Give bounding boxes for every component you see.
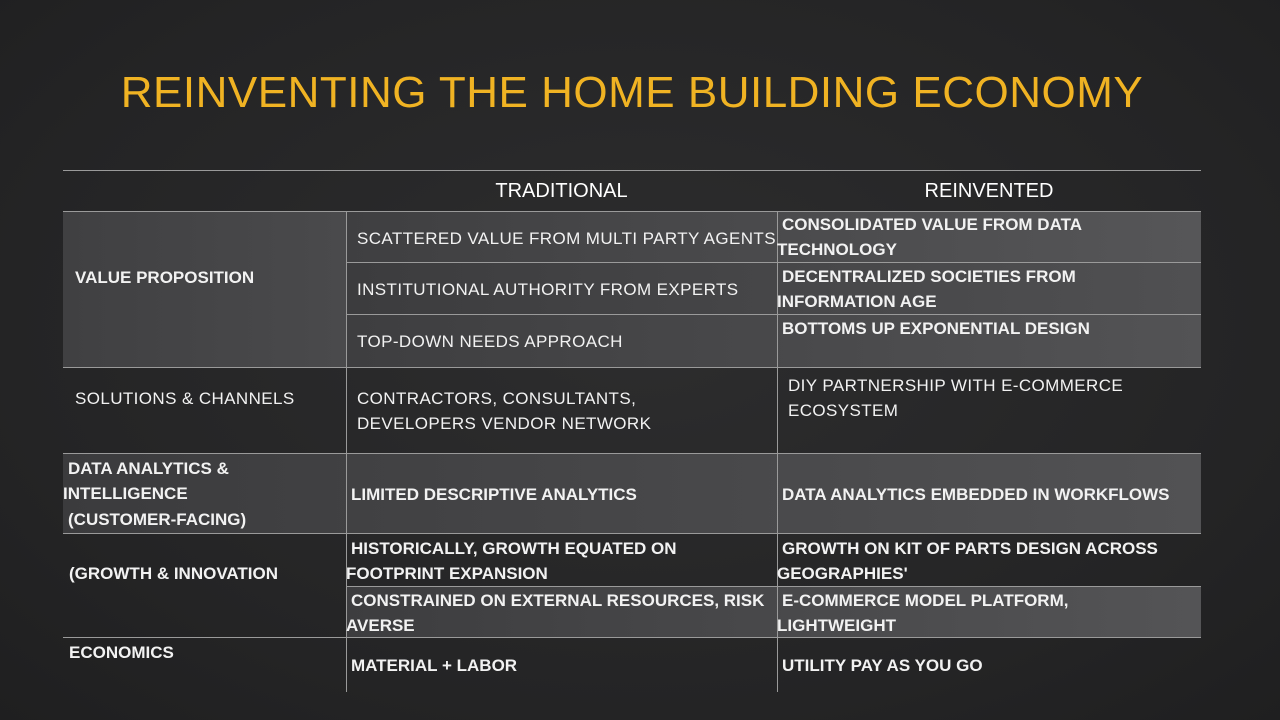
rule-analytics-end: [63, 533, 1201, 534]
rule-col-2: [777, 211, 778, 692]
rule-solutions-end: [63, 453, 1201, 454]
band-growth-row-2: [346, 587, 1201, 637]
band-value-proposition-label: [63, 211, 346, 367]
rule-vp-2: [346, 314, 1201, 315]
solutions-reinvented: DIY PARTNERSHIP WITH E-COMMERCE ECOSYSTE…: [788, 376, 1124, 420]
rule-header: [63, 211, 1201, 212]
vp-traditional-3: TOP-DOWN NEEDS APPROACH: [357, 332, 623, 351]
growth-reinvented-2: E-COMMERCE MODEL PLATFORM, LIGHTWEIGHT: [777, 591, 1069, 635]
rule-vp-end: [63, 367, 1201, 368]
row-label-value-proposition: VALUE PROPOSITION: [75, 268, 255, 287]
band-vp-row-2: [346, 263, 1201, 314]
growth-traditional-2: CONSTRAINED ON EXTERNAL RESOURCES, RISK …: [346, 591, 765, 635]
analytics-traditional: LIMITED DESCRIPTIVE ANALYTICS: [351, 485, 637, 504]
analytics-reinvented: DATA ANALYTICS EMBEDDED IN WORKFLOWS: [782, 485, 1170, 504]
header-traditional: TRADITIONAL: [495, 180, 628, 202]
row-label-economics: ECONOMICS: [69, 643, 174, 662]
row-label-data-analytics-1: DATA ANALYTICS &: [68, 459, 229, 478]
header-reinvented: REINVENTED: [924, 180, 1054, 202]
rule-top: [63, 170, 1201, 171]
slide-title: REINVENTING THE HOME BUILDING ECONOMY: [120, 68, 1144, 117]
vp-reinvented-2: DECENTRALIZED SOCIETIES FROM INFORMATION…: [777, 267, 1076, 311]
rule-growth-end: [63, 637, 1201, 638]
band-vp-row-3: [346, 315, 1201, 367]
solutions-traditional: CONTRACTORS, CONSULTANTS, DEVELOPERS VEN…: [357, 389, 652, 433]
vp-reinvented-1: CONSOLIDATED VALUE FROM DATA TECHNOLOGY: [777, 215, 1082, 259]
vp-traditional-2: INSTITUTIONAL AUTHORITY FROM EXPERTS: [357, 280, 739, 299]
row-label-solutions-channels: SOLUTIONS & CHANNELS: [75, 389, 295, 408]
economics-reinvented: UTILITY PAY AS YOU GO: [782, 656, 983, 675]
vp-reinvented-3: BOTTOMS UP EXPONENTIAL DESIGN: [782, 319, 1090, 338]
economics-traditional: MATERIAL + LABOR: [351, 656, 518, 675]
growth-reinvented-1: GROWTH ON KIT OF PARTS DESIGN ACROSS GEO…: [777, 539, 1158, 583]
row-label-growth-innovation: (GROWTH & INNOVATION: [69, 564, 279, 583]
vp-traditional-1: SCATTERED VALUE FROM MULTI PARTY AGENTS: [357, 229, 776, 248]
growth-traditional-1: HISTORICALLY, GROWTH EQUATED ON FOOTPRIN…: [346, 539, 677, 583]
row-label-data-analytics-2: INTELLIGENCE: [63, 484, 188, 503]
rule-growth-1: [346, 586, 1201, 587]
row-label-data-analytics-3: (CUSTOMER-FACING): [68, 510, 247, 529]
rule-vp-1: [346, 262, 1201, 263]
band-vp-row-1: [346, 211, 1201, 262]
band-data-analytics: [63, 453, 1201, 533]
rule-col-1: [346, 211, 347, 692]
